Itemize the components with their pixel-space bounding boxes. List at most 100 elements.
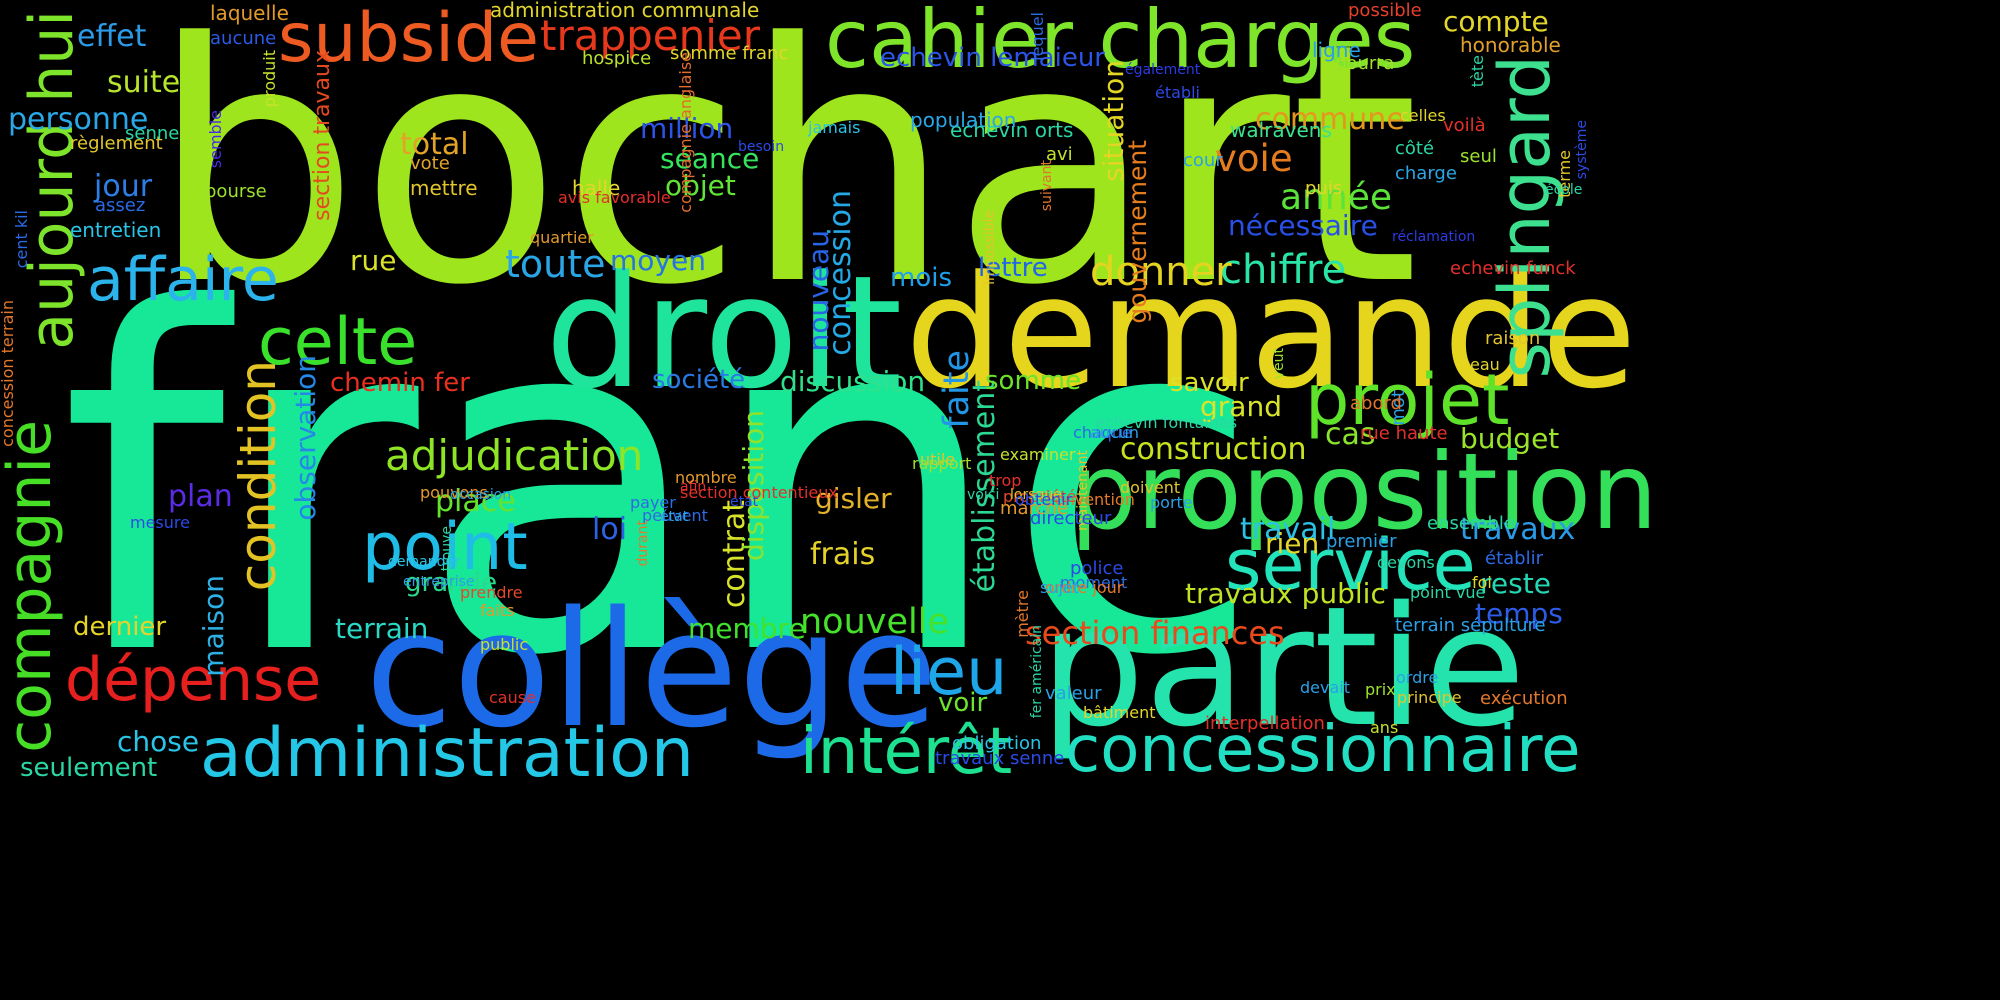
- word: demande: [905, 242, 1637, 423]
- word: directeur: [1030, 508, 1112, 529]
- word: voie: [1215, 137, 1293, 180]
- word: loi: [592, 512, 628, 547]
- word: bochart: [150, 0, 1420, 357]
- word: occasion: [450, 487, 512, 503]
- word: valeur: [1045, 683, 1102, 704]
- word: année: [1280, 177, 1392, 218]
- word: réclamation: [1392, 229, 1476, 245]
- word: moyen: [610, 244, 706, 277]
- word: somme: [985, 366, 1082, 396]
- word: pouvons: [420, 483, 488, 502]
- word: séance: [660, 142, 760, 175]
- word: voici: [967, 487, 1000, 503]
- word: propriété: [1003, 487, 1077, 506]
- word: commune: [1255, 102, 1405, 137]
- word: état: [660, 509, 689, 525]
- word: grande: [405, 568, 498, 598]
- word: terrain: [335, 612, 429, 645]
- word: rapport: [912, 454, 972, 473]
- word: semble: [206, 110, 225, 169]
- word: voir: [938, 688, 988, 718]
- word: police: [1070, 558, 1124, 579]
- word: convention: [1046, 490, 1135, 509]
- word: objet: [665, 169, 736, 202]
- word: gisler: [815, 482, 892, 515]
- word: puis: [1305, 178, 1343, 199]
- word: entretien: [70, 218, 162, 242]
- word: travaux public: [1185, 577, 1386, 610]
- word: subside: [278, 0, 540, 78]
- word: moment: [1060, 573, 1128, 592]
- word: veut: [1271, 348, 1287, 380]
- word: cas: [1325, 417, 1376, 452]
- word: point vue: [1410, 583, 1486, 602]
- word: seul: [1460, 146, 1497, 167]
- word: nouvelle: [800, 602, 950, 642]
- word: avi: [1046, 144, 1073, 165]
- word: discussion: [780, 365, 926, 398]
- word: sujet: [1040, 578, 1080, 597]
- word: echevin fontainas: [1095, 413, 1238, 432]
- word: bourse: [205, 181, 267, 202]
- word: voilà: [1443, 115, 1486, 136]
- word: abord: [1350, 393, 1402, 414]
- word: administration communale: [490, 0, 760, 22]
- word: quartier: [530, 228, 594, 247]
- word: lieu: [890, 635, 1008, 710]
- word: entreprise: [403, 574, 475, 590]
- word: intérêt: [800, 715, 1013, 789]
- word: adjudication: [385, 431, 644, 480]
- word: besoin: [738, 139, 785, 155]
- word: cour: [1183, 150, 1223, 171]
- word: également: [1125, 62, 1201, 78]
- word: franc: [60, 211, 1263, 758]
- word: effet: [77, 19, 147, 54]
- word: trop: [989, 471, 1022, 490]
- word: hospice: [582, 48, 652, 69]
- word: marché: [1000, 498, 1068, 519]
- word: celte: [258, 305, 418, 380]
- word: celles: [1400, 106, 1446, 125]
- word: faits: [480, 601, 515, 620]
- word: walravens: [1230, 118, 1332, 142]
- word: lettre: [978, 253, 1048, 283]
- word: section contentieux: [680, 483, 838, 502]
- word: trappenier: [540, 11, 761, 60]
- word: possible: [1348, 0, 1422, 21]
- word: tète: [1468, 55, 1487, 88]
- word: nécessaire: [1228, 209, 1378, 242]
- word: peuvent: [642, 506, 708, 525]
- word: mois: [890, 263, 953, 293]
- word: chaque: [1073, 423, 1132, 442]
- word: ans: [1370, 718, 1399, 737]
- word: budget: [1460, 422, 1560, 455]
- word: million: [640, 112, 734, 145]
- word: mettre: [410, 176, 478, 200]
- word: faite: [937, 350, 977, 429]
- word: observation: [289, 355, 322, 521]
- word: laquelle: [210, 1, 289, 25]
- word: rue haute: [1360, 423, 1448, 444]
- word: gouvernement: [1123, 140, 1152, 324]
- word: toute: [505, 242, 606, 286]
- word: charge: [1395, 163, 1457, 184]
- word: payer: [630, 493, 676, 512]
- word: prix: [1365, 680, 1396, 699]
- word: suivant: [1039, 160, 1055, 212]
- word: mesure: [130, 513, 190, 532]
- word: utile: [920, 450, 956, 469]
- word: ensemble: [1427, 513, 1515, 534]
- word: afin: [680, 479, 707, 495]
- word: affaire: [87, 245, 279, 315]
- word: echevin lemaieur: [880, 43, 1105, 73]
- word: chemin fer: [330, 368, 470, 398]
- word: reste: [1480, 567, 1551, 600]
- word: nombre: [675, 468, 737, 487]
- word: aujourd hui: [17, 10, 87, 350]
- word: compte: [1443, 5, 1549, 38]
- word: personne: [8, 102, 149, 137]
- word: administration: [200, 714, 694, 793]
- word: condition: [229, 360, 287, 592]
- word: établi: [1155, 83, 1200, 102]
- word: echevin orts: [950, 118, 1074, 142]
